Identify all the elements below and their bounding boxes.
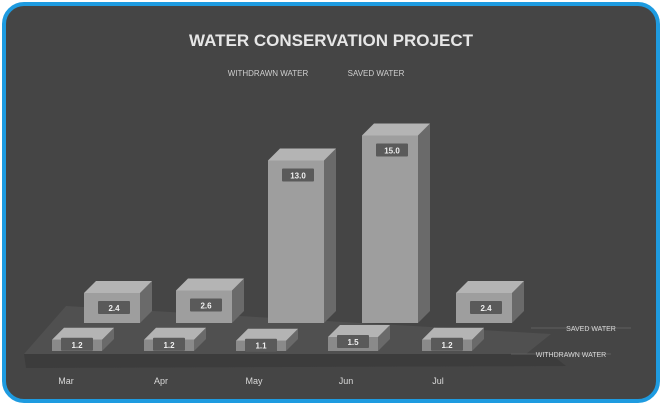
back-bar-2-side bbox=[324, 148, 336, 323]
back-bar-3-side bbox=[418, 123, 430, 323]
front-bar-4-side bbox=[472, 327, 484, 351]
back-bar-0-side bbox=[140, 281, 152, 323]
front-value-label-3-bg bbox=[337, 335, 369, 348]
legend-entry-withdrawn: WITHDRAWN WATER bbox=[228, 69, 309, 78]
back-value-label-2-text: 13.0 bbox=[290, 172, 306, 181]
back-value-label-4: 2.4 bbox=[470, 301, 502, 314]
back-value-label-1: 2.6 bbox=[190, 298, 222, 312]
front-bar-1-top bbox=[144, 327, 206, 340]
front-value-label-1-text: 1.2 bbox=[163, 341, 175, 350]
front-value-label-4-text: 1.2 bbox=[441, 341, 453, 350]
front-value-label-0: 1.2 bbox=[61, 337, 93, 351]
back-bar-2-top bbox=[268, 148, 336, 161]
back-value-label-3: 15.0 bbox=[376, 143, 408, 157]
back-bar-1-top bbox=[176, 278, 244, 291]
front-bar-2-side bbox=[286, 328, 298, 351]
back-value-label-2-bg bbox=[282, 168, 314, 182]
back-value-label-3-bg bbox=[376, 143, 408, 157]
front-value-label-4: 1.2 bbox=[431, 337, 463, 351]
back-bar-3-face bbox=[362, 135, 418, 323]
front-bar-2-top bbox=[236, 328, 298, 341]
front-value-label-3-text: 1.5 bbox=[347, 338, 359, 347]
front-value-label-1: 1.2 bbox=[153, 337, 185, 351]
front-bar-1-side bbox=[194, 327, 206, 351]
back-bar-4-side bbox=[512, 281, 524, 323]
chart-bars: 2.4 2.6 13.0 15.0 2.4 1.2 1.2 1.1 1.5 1.2 Mar Apr Ma… bbox=[52, 123, 524, 386]
back-value-label-4-text: 2.4 bbox=[480, 304, 492, 313]
back-value-label-1-bg bbox=[190, 298, 222, 312]
category-label-4: Jul bbox=[432, 376, 444, 386]
front-value-label-0-text: 1.2 bbox=[71, 341, 83, 350]
back-value-label-1-text: 2.6 bbox=[200, 302, 212, 311]
front-value-label-0-bg bbox=[61, 337, 93, 351]
front-value-label-1-bg bbox=[153, 337, 185, 351]
back-value-label-4-bg bbox=[470, 301, 502, 314]
back-value-label-0-bg bbox=[98, 301, 130, 314]
series-axis-label-0: SAVED WATER bbox=[566, 326, 616, 333]
series-axis-label-1: WITHDRAWN WATER bbox=[536, 352, 607, 359]
category-label-0: Mar bbox=[58, 376, 74, 386]
front-bar-0-side bbox=[102, 327, 114, 351]
category-label-3: Jun bbox=[339, 376, 354, 386]
front-bar-0-top bbox=[52, 327, 114, 340]
front-bar-3-side bbox=[378, 325, 390, 351]
legend-entry-saved: SAVED WATER bbox=[348, 69, 405, 78]
back-bar-2-face bbox=[268, 160, 324, 323]
front-value-label-3: 1.5 bbox=[337, 335, 369, 348]
category-label-1: Apr bbox=[154, 376, 168, 386]
floor-edge bbox=[24, 354, 566, 368]
back-bar-3-top bbox=[362, 123, 430, 136]
chart-canvas: WATER CONSERVATION PROJECT WITHDRAWN WAT… bbox=[24, 31, 631, 386]
back-bar-1-side bbox=[232, 278, 244, 323]
back-bar-4-top bbox=[456, 281, 524, 293]
back-bar-0-top bbox=[84, 281, 152, 293]
front-value-label-2: 1.1 bbox=[245, 338, 277, 352]
category-label-2: May bbox=[245, 376, 263, 386]
back-value-label-0: 2.4 bbox=[98, 301, 130, 314]
front-bar-3-top bbox=[328, 325, 390, 337]
back-value-label-3-text: 15.0 bbox=[384, 147, 400, 156]
back-value-label-0-text: 2.4 bbox=[108, 304, 120, 313]
front-bar-4-top bbox=[422, 327, 484, 340]
front-value-label-4-bg bbox=[431, 337, 463, 351]
series-side-labels: SAVED WATER WITHDRAWN WATER bbox=[511, 326, 631, 359]
back-value-label-2: 13.0 bbox=[282, 168, 314, 182]
back-bar-3 bbox=[362, 123, 430, 323]
front-value-label-2-bg bbox=[245, 338, 277, 352]
front-value-label-2-text: 1.1 bbox=[255, 342, 267, 351]
chart-title: WATER CONSERVATION PROJECT bbox=[189, 31, 474, 50]
back-bar-2 bbox=[268, 148, 336, 323]
